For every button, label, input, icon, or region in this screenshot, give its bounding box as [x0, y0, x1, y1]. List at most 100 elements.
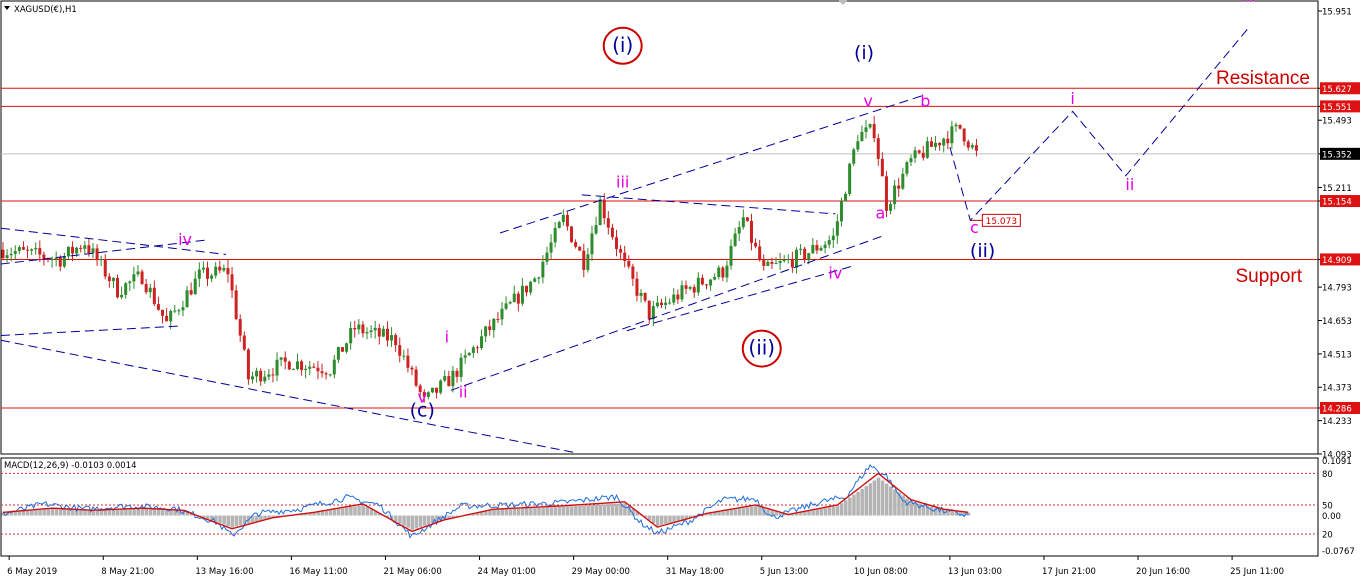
candle-body	[422, 391, 426, 397]
chart-header: XAGUSD(€),H1 MACD(12,26,9) -0.0103 0.001…	[4, 5, 137, 471]
candle-body	[26, 249, 30, 251]
macd-histogram-bar	[598, 504, 603, 516]
candle-body	[87, 245, 91, 253]
macd-histogram-bar	[684, 515, 689, 519]
candle-body	[304, 368, 308, 370]
macd-histogram-bar	[619, 503, 623, 516]
candle-body	[721, 267, 725, 278]
candle-body	[516, 293, 520, 304]
macd-histogram-bar	[631, 508, 635, 516]
macd-histogram-bar	[394, 515, 398, 522]
price-tag	[1320, 147, 1360, 160]
candle-body	[381, 328, 385, 337]
candle-body	[430, 387, 434, 393]
trendline	[0, 339, 574, 453]
macd-histogram-bar	[520, 508, 525, 516]
target-price-box: 15.073	[981, 213, 1021, 227]
candle-body	[103, 259, 107, 277]
candle-body	[242, 335, 246, 350]
candle-body	[811, 244, 815, 254]
macd-histogram-bar	[132, 509, 136, 516]
macd-histogram-bar	[418, 515, 423, 528]
wave-label: i	[445, 328, 449, 347]
candle-body	[42, 254, 46, 259]
macd-histogram-bar	[570, 506, 574, 516]
macd-tick-label: 0.00	[1322, 512, 1341, 522]
candle-body	[717, 267, 721, 278]
macd-histogram-bar	[488, 510, 492, 516]
candle-body	[590, 233, 594, 255]
macd-histogram-bar	[201, 515, 206, 518]
candle-body	[570, 226, 574, 243]
macd-histogram-bar	[876, 477, 881, 516]
candle-body	[897, 185, 901, 189]
candle-body	[827, 240, 831, 245]
macd-histogram-bar	[582, 505, 586, 516]
macd-histogram-bar	[34, 510, 38, 516]
macd-histogram-bar	[835, 506, 840, 516]
candle-body	[459, 357, 463, 377]
candle-body	[349, 328, 353, 344]
candle-body	[660, 302, 663, 305]
macd-histogram-bar	[934, 507, 938, 516]
macd-histogram-bar	[136, 509, 140, 516]
candle-body	[970, 145, 974, 148]
time-tick-label: 8 May 21:00	[101, 567, 154, 577]
time-tick-label: 13 Jun 03:00	[948, 567, 1002, 577]
candle-body	[156, 304, 160, 310]
trendline	[626, 265, 852, 332]
macd-tick-label: 0.1091	[1322, 457, 1352, 467]
macd-histogram-bar	[586, 505, 590, 516]
wave-label: v	[418, 387, 427, 406]
horizontal-levels	[1, 87, 1318, 409]
candle-body	[643, 292, 647, 301]
dropdown-icon[interactable]	[4, 6, 10, 10]
macd-histogram-bar	[410, 515, 415, 530]
macd-histogram-bar	[946, 510, 950, 516]
candle-body	[807, 253, 811, 260]
candle-body	[120, 294, 124, 298]
macd-histogram-bar	[529, 508, 533, 516]
candle-body	[463, 355, 467, 358]
candle-body	[905, 162, 909, 174]
candle-body	[582, 250, 586, 270]
candle-body	[946, 138, 950, 144]
price-tick-label: 15.493	[1322, 117, 1352, 127]
candle-body	[958, 124, 962, 129]
candle-body	[741, 217, 745, 228]
candle-body	[66, 246, 70, 257]
macd-histogram-bar	[905, 498, 909, 516]
trendline	[0, 325, 181, 337]
price-tag	[1320, 253, 1360, 266]
candle-body	[586, 254, 590, 270]
candle-body	[365, 332, 369, 334]
wave-labels: (i)(ii)(i)(ii)(c)viviiiiiiivvabciiiiii	[178, 0, 1255, 422]
macd-histogram-bar	[385, 515, 390, 518]
macd-histogram-bar	[762, 508, 766, 516]
candle-body	[790, 258, 794, 268]
candle-body	[774, 262, 778, 264]
candle-body	[974, 145, 978, 151]
wave-label: iv	[178, 230, 192, 249]
candle-body	[1, 249, 5, 259]
candle-body	[295, 361, 299, 369]
wave-label: iv	[828, 263, 842, 282]
candle-body	[324, 373, 328, 375]
candle-body	[803, 248, 807, 260]
macd-histogram-bar	[794, 513, 799, 516]
macd-histogram-bar	[365, 507, 370, 516]
candle-body	[488, 326, 492, 331]
macd-histogram-bar	[623, 503, 627, 516]
macd-histogram-bar	[312, 512, 316, 516]
macd-histogram-bar	[672, 515, 676, 522]
candle-body	[549, 242, 553, 253]
candle-body	[320, 371, 324, 374]
candle-body	[966, 141, 970, 148]
macd-histogram-bar	[839, 503, 844, 516]
candle-body	[713, 277, 717, 280]
macd-histogram-bar	[120, 509, 124, 516]
axis-labels: 15.951 15.627 15.551 15.493 15.352 15.211 15.1…	[7, 8, 1360, 577]
candle-body	[492, 318, 496, 331]
candle-body	[439, 380, 443, 393]
candle-body	[831, 235, 835, 241]
